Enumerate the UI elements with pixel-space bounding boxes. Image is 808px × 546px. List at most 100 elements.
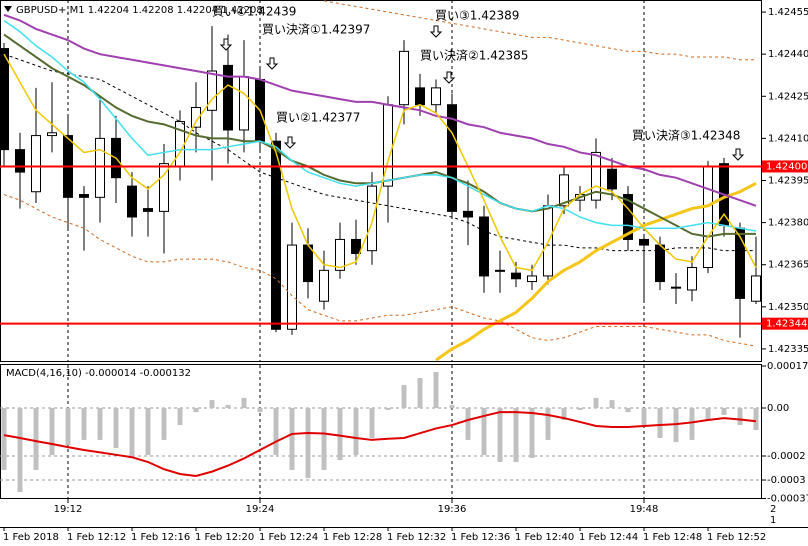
- histogram-bar: [705, 408, 711, 421]
- histogram-bar: [641, 408, 647, 426]
- candle-body: [495, 269, 505, 272]
- candle-body: [79, 194, 89, 198]
- macd-frame: [0, 364, 762, 499]
- annotation-arrow: [283, 136, 297, 149]
- candle-body: [271, 140, 281, 330]
- x-tick-label: 1 Feb 12:12: [67, 532, 126, 543]
- candle-body: [559, 174, 569, 207]
- candle-body: [687, 267, 697, 291]
- candle-body: [303, 244, 313, 283]
- indicator-line: [3, 53, 757, 272]
- annotation: 買い①1.42439: [212, 5, 296, 19]
- y-tick-label: 1.42350: [768, 302, 808, 313]
- candle-body: [479, 216, 489, 277]
- candle-body: [207, 70, 217, 111]
- annotation: 買い②1.42377: [276, 111, 360, 125]
- candle-body: [511, 272, 521, 280]
- histogram-bar: [545, 408, 551, 440]
- histogram-bar: [161, 408, 167, 440]
- y-tick-label: 1.42365: [768, 260, 808, 271]
- annotation-arrow: [265, 57, 279, 70]
- y-tick-label: 1.42395: [768, 176, 808, 187]
- histogram-bar: [305, 408, 311, 479]
- candle-body: [351, 238, 361, 254]
- menu-triangle: [4, 6, 12, 12]
- histogram-bar: [337, 408, 343, 461]
- histogram-bar: [689, 408, 695, 440]
- x-tick-label: 19:48: [630, 504, 659, 515]
- histogram-bar: [401, 384, 407, 409]
- annotation: 買い決済②1.42385: [420, 48, 528, 63]
- annotation-arrow: [219, 38, 233, 51]
- candle-body: [527, 275, 537, 283]
- histogram-bar: [625, 408, 631, 413]
- y-tick-label: 1.42425: [768, 91, 808, 102]
- annotation: 買い③1.42389: [435, 9, 519, 23]
- histogram-bar: [529, 408, 535, 458]
- main-frame: [0, 0, 762, 362]
- indicator-line: [323, 0, 756, 61]
- histogram-bar: [241, 397, 247, 409]
- overlay: GBPUSD+,M1 1.42204 1.42208 1.42204 1.422…: [3, 5, 808, 543]
- y-tick-label: 0.00: [767, 403, 789, 414]
- histogram-bar: [561, 408, 567, 421]
- candle-body: [431, 87, 441, 106]
- histogram-bar: [321, 408, 327, 470]
- histogram-bar: [481, 408, 487, 456]
- indicator-line: [3, 194, 757, 347]
- histogram-bar: [113, 408, 119, 449]
- candle-body: [703, 165, 713, 269]
- candle-body: [143, 208, 153, 212]
- histogram-bar: [97, 408, 103, 440]
- macd-title: MACD(4,16,10) -0.000014 -0.000132: [6, 368, 191, 379]
- x-tick-label: 1 Feb 12:24: [259, 532, 318, 543]
- histogram-bar: [385, 408, 391, 410]
- price-label: 1.42400: [766, 161, 807, 172]
- y-tick-label: 1.42335: [768, 344, 808, 355]
- x-tick-label: 1 Feb 12:40: [515, 532, 574, 543]
- y-tick-label: 1.42455: [768, 7, 808, 18]
- histogram-bar: [721, 408, 727, 415]
- candle-body: [223, 64, 233, 131]
- candle-body: [751, 275, 761, 302]
- histogram-bar: [433, 372, 439, 409]
- x-tick-label: 1 Feb 12:28: [323, 532, 382, 543]
- histogram-bar: [193, 408, 199, 413]
- candle-body: [639, 238, 649, 246]
- y-tick-label: -0.000377: [767, 494, 808, 505]
- symbol-info: GBPUSD+,M1 1.42204 1.42208 1.42204 1.422…: [16, 5, 263, 16]
- annotation-arrow: [429, 25, 443, 38]
- y-tick-label: 0.000175: [767, 361, 808, 372]
- histogram-bar: [129, 408, 135, 458]
- x-tick-label: 1 Feb 12:32: [387, 532, 446, 543]
- annotation: 買い決済①1.42397: [262, 22, 370, 37]
- histogram-bar: [225, 404, 231, 409]
- candle-body: [335, 238, 345, 271]
- histogram-bar: [65, 408, 71, 445]
- x-tick-label: 19:12: [54, 504, 83, 515]
- candle-body: [15, 149, 25, 173]
- histogram-bar: [593, 397, 599, 409]
- candle-body: [367, 185, 377, 252]
- candle-body: [159, 163, 169, 212]
- histogram-bar: [257, 408, 263, 413]
- candle-body: [0, 48, 9, 151]
- candle-body: [31, 135, 41, 193]
- x-tick-label: 1 Feb 12:36: [451, 532, 510, 543]
- x-tick-label: 19:24: [246, 504, 275, 515]
- histogram-bar: [449, 404, 455, 409]
- histogram-bar: [289, 408, 295, 470]
- price-label-box: [762, 317, 808, 330]
- candle-body: [191, 107, 201, 128]
- candle-body: [239, 76, 249, 131]
- candle-body: [399, 50, 409, 106]
- histogram-bar: [49, 408, 55, 456]
- histogram-bar: [353, 408, 359, 456]
- macd-panel: [0, 365, 762, 499]
- corner-label: 1: [770, 515, 776, 526]
- candle-body: [623, 194, 633, 240]
- histogram-bar: [609, 400, 615, 409]
- corner-label: 2: [770, 504, 776, 515]
- candle-body: [127, 185, 137, 218]
- histogram-bar: [577, 408, 583, 410]
